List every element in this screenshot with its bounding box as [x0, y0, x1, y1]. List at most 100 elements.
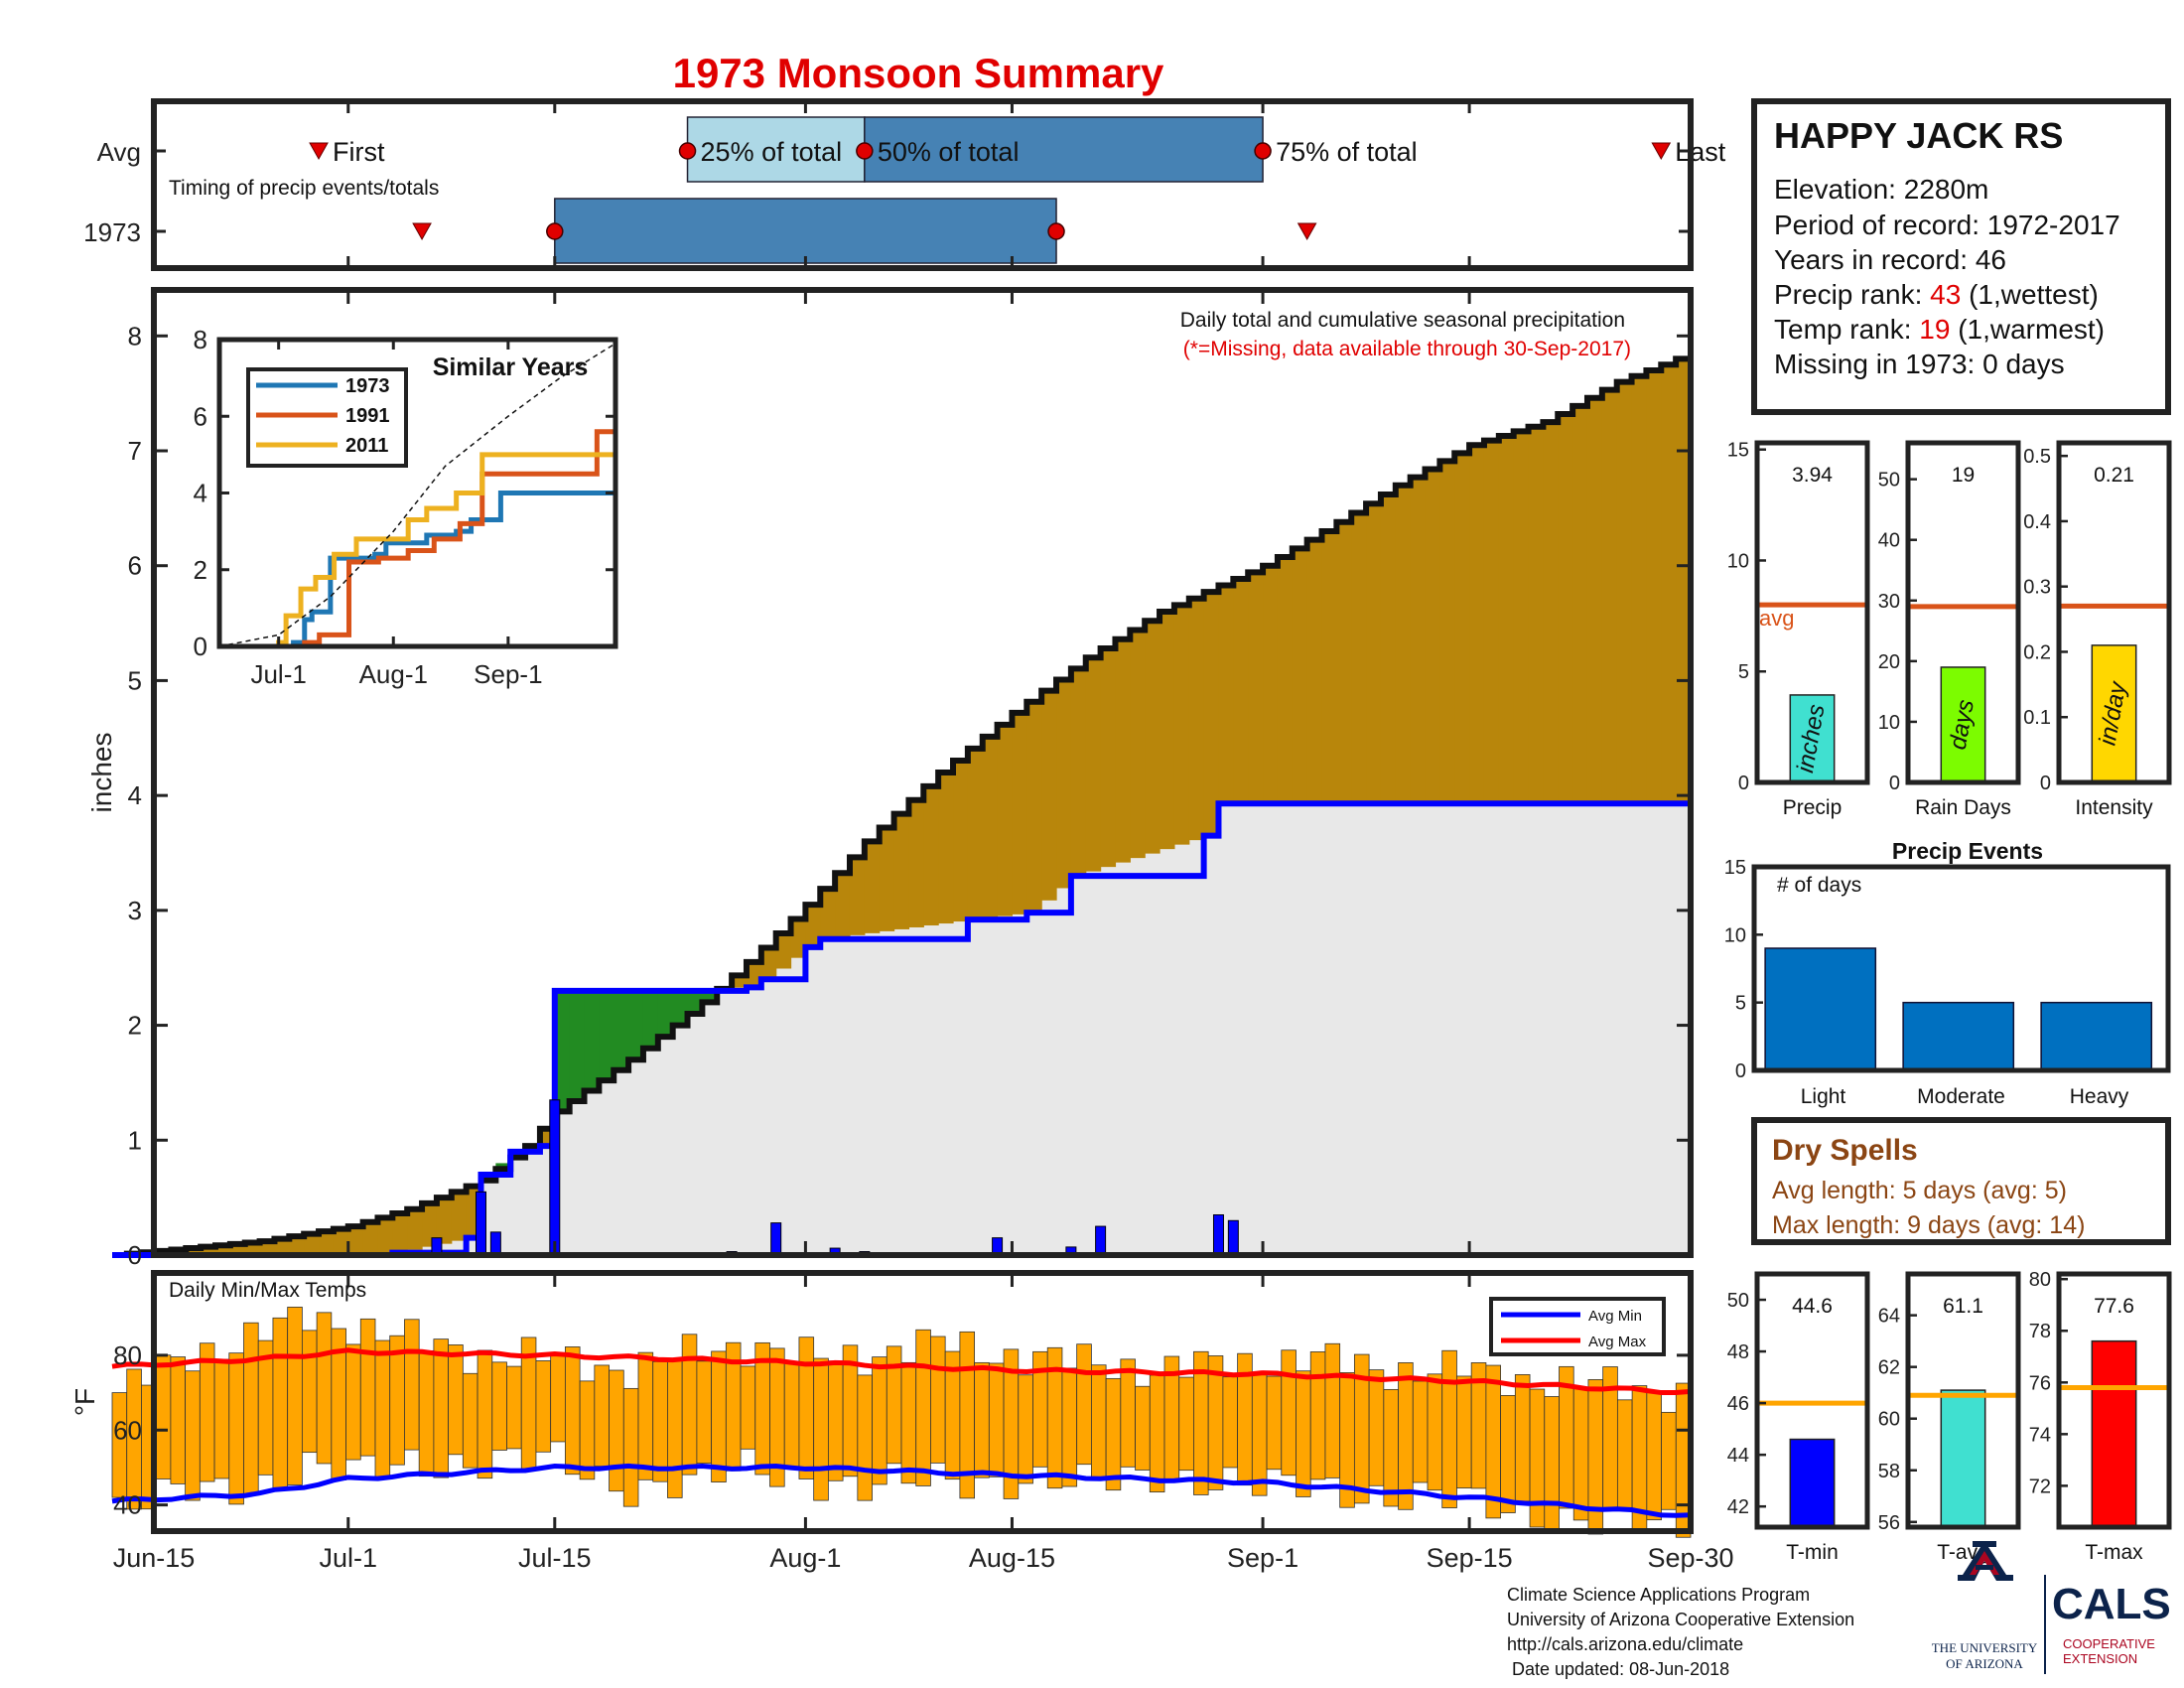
daily-temp-bar: [1441, 1349, 1457, 1508]
university-of-arizona-logo[interactable]: THE UNIVERSITY OF ARIZONA: [1932, 1541, 2038, 1671]
inset-ytick-label: 0: [194, 632, 207, 661]
daily-temp-bar: [1514, 1374, 1531, 1502]
daily-temp-bar: [374, 1339, 391, 1479]
inset-title: Similar Years: [433, 353, 589, 381]
deficit-segment: [1070, 668, 1087, 877]
event-category-label: Moderate: [1917, 1085, 2005, 1108]
deficit-segment: [1100, 648, 1117, 868]
daily-temp-bar: [1456, 1375, 1472, 1489]
avg-min-line: [111, 1463, 1692, 1518]
mini-tick-label: 10: [1727, 550, 1749, 572]
daily-temp-bar: [155, 1354, 172, 1479]
mini-category-label: Precip: [1783, 796, 1843, 819]
surplus-segment: [628, 989, 644, 1060]
daily-temp-bar: [111, 1392, 128, 1498]
daily-temp-bar: [1646, 1390, 1662, 1521]
deficit-segment: [422, 1202, 438, 1247]
mini-tick-label: 44: [1727, 1445, 1749, 1467]
precip-events-ylabel: # of days: [1777, 874, 1861, 897]
avg-last-marker: [1651, 142, 1672, 161]
inset-ytick-label: 4: [194, 479, 207, 508]
cals-sub-1: COOPERATIVE: [2063, 1636, 2155, 1651]
mini-panel-frame: [1905, 1271, 2021, 1530]
ua-line-1: THE UNIVERSITY: [1932, 1640, 2038, 1655]
temps-label: Daily Min/Max Temps: [169, 1279, 366, 1302]
daily-temp-bar: [1135, 1385, 1151, 1471]
deficit-segment: [938, 773, 954, 924]
daily-temp-bar: [199, 1342, 215, 1482]
footer-line-1: Climate Science Applications Program: [1507, 1585, 1810, 1605]
deficit-segment: [849, 857, 866, 935]
temps-legend-box: [1489, 1297, 1666, 1356]
daily-temp-bar: [1427, 1373, 1443, 1491]
deficit-segment: [407, 1208, 423, 1250]
date-tick-label: Jul-1: [319, 1543, 377, 1573]
daily-temp-bar: [1412, 1380, 1429, 1483]
mini-tick-label: 40: [1878, 530, 1900, 552]
mini-tick-label: 78: [2029, 1321, 2051, 1342]
event-tick-label: 10: [1724, 924, 1746, 946]
deficit-segment: [362, 1221, 379, 1253]
daily-temp-bar: [404, 1319, 420, 1451]
timing-avg-label: Avg: [97, 137, 141, 167]
daily-precip-bar: [549, 1099, 561, 1256]
daily-temp-bar: [974, 1361, 990, 1478]
daily-temp-bar: [857, 1374, 873, 1501]
timing-year-label: 1973: [83, 217, 141, 247]
deficit-segment: [1263, 565, 1279, 804]
daily-temp-bar: [243, 1322, 259, 1494]
deficit-segment: [229, 1243, 246, 1255]
deficit-segment: [1026, 701, 1042, 914]
mini-panel-frame: [2056, 1271, 2172, 1530]
daily-temp-bar: [1368, 1369, 1385, 1486]
mini-category-label: T-min: [1786, 1541, 1839, 1564]
date-tick-label: Aug-1: [769, 1543, 841, 1573]
cals-logo[interactable]: CALS COOPERATIVE EXTENSION: [2052, 1580, 2171, 1666]
surplus-segment: [599, 990, 614, 1081]
inset-xtick-label: Aug-1: [359, 659, 428, 689]
deficit-segment: [1366, 503, 1382, 803]
daily-temp-bar: [652, 1360, 668, 1482]
deficit-segment: [732, 975, 748, 988]
event-bar-moderate: [1902, 1001, 2015, 1071]
daily-temp-bar: [1149, 1374, 1165, 1493]
surplus-segment: [687, 988, 703, 1014]
daily-temp-bar: [448, 1344, 464, 1456]
avg-line-label: avg: [1759, 606, 1794, 631]
precip-events-chart: Precip Events Light Moderate Heavy 0 5 10 15 #…: [1724, 838, 2171, 1108]
precip-rank-value: 43: [1930, 279, 1961, 310]
temp-rank-prefix: Temp rank:: [1774, 314, 1919, 345]
dry-spells-max: Max length: 9 days (avg: 14): [1772, 1211, 2085, 1239]
surplus-segment: [584, 990, 600, 1091]
mini-tick-label: 64: [1878, 1306, 1900, 1328]
mini-value-bar: [1789, 694, 1836, 783]
daily-temp-bar: [491, 1361, 507, 1451]
daily-precip-bar: [489, 1231, 501, 1256]
similar-years-inset: 0 2 4 6 8 Jul-1 Aug-1 Sep-1 Similar Years 1973 1…: [194, 325, 618, 689]
year-first-marker: [412, 222, 432, 241]
daily-temp-bar: [1266, 1375, 1283, 1471]
dry-spells-box: Dry Spells Avg length: 5 days (avg: 5) M…: [1751, 1117, 2171, 1245]
avg-50-75-box: [864, 116, 1264, 183]
event-tick-label: 15: [1724, 857, 1746, 879]
surplus-segment: [672, 988, 689, 1026]
daily-temp-bar: [564, 1346, 581, 1476]
figure-title: 1973 Monsoon Summary: [673, 50, 1164, 96]
deficit-segment: [1188, 598, 1205, 841]
year-25-75-box: [554, 198, 1057, 264]
daily-temp-bar: [1222, 1376, 1239, 1469]
deficit-segment: [244, 1242, 261, 1254]
daily-temp-bar: [667, 1358, 683, 1498]
daily-temp-bar: [609, 1369, 624, 1492]
daily-temp-bar: [681, 1334, 698, 1476]
deficit-segment: [1661, 364, 1677, 803]
daily-temp-bar: [433, 1338, 450, 1478]
temps-ytick-label: 80: [113, 1340, 142, 1370]
deficit-segment: [835, 873, 851, 937]
mini-value-label: 61.1: [1943, 1295, 1983, 1318]
mini-value-bar: [2091, 644, 2137, 783]
daily-temp-bar: [915, 1329, 931, 1486]
daily-temp-bar: [783, 1361, 800, 1468]
date-axis: Jun-15 Jul-1 Jul-15 Aug-1 Aug-15 Sep-1 Sep-15 S…: [113, 1543, 1734, 1573]
deficit-segment: [436, 1197, 453, 1244]
